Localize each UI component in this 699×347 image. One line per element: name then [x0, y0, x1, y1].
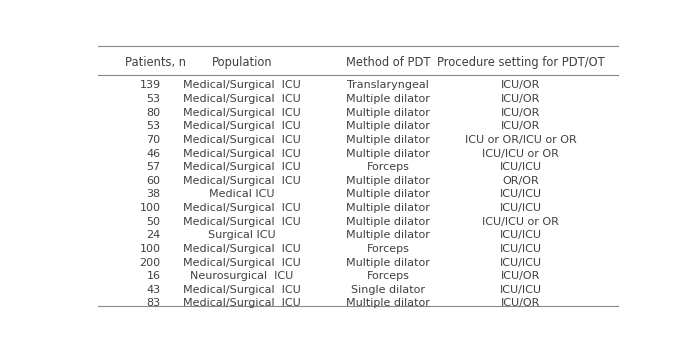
Text: ICU/OR: ICU/OR — [501, 94, 540, 104]
Text: Medical/Surgical  ICU: Medical/Surgical ICU — [183, 298, 301, 308]
Text: 46: 46 — [146, 149, 161, 159]
Text: 53: 53 — [147, 121, 161, 131]
Text: Medical ICU: Medical ICU — [209, 189, 275, 200]
Text: ICU/ICU or OR: ICU/ICU or OR — [482, 217, 559, 227]
Text: 139: 139 — [139, 81, 161, 90]
Text: 38: 38 — [146, 189, 161, 200]
Text: Multiple dilator: Multiple dilator — [346, 176, 430, 186]
Text: Medical/Surgical  ICU: Medical/Surgical ICU — [183, 121, 301, 131]
Text: ICU/ICU: ICU/ICU — [500, 162, 542, 172]
Text: Multiple dilator: Multiple dilator — [346, 108, 430, 118]
Text: ICU/OR: ICU/OR — [501, 81, 540, 90]
Text: Multiple dilator: Multiple dilator — [346, 203, 430, 213]
Text: Population: Population — [212, 56, 272, 69]
Text: ICU/ICU: ICU/ICU — [500, 285, 542, 295]
Text: ICU/OR: ICU/OR — [501, 121, 540, 131]
Text: Patients, n: Patients, n — [125, 56, 187, 69]
Text: Multiple dilator: Multiple dilator — [346, 217, 430, 227]
Text: Multiple dilator: Multiple dilator — [346, 135, 430, 145]
Text: Multiple dilator: Multiple dilator — [346, 257, 430, 268]
Text: ICU or OR/ICU or OR: ICU or OR/ICU or OR — [465, 135, 577, 145]
Text: ICU/ICU: ICU/ICU — [500, 244, 542, 254]
Text: Surgical ICU: Surgical ICU — [208, 230, 275, 240]
Text: 100: 100 — [140, 244, 161, 254]
Text: 70: 70 — [146, 135, 161, 145]
Text: ICU/ICU: ICU/ICU — [500, 203, 542, 213]
Text: 57: 57 — [146, 162, 161, 172]
Text: Forceps: Forceps — [366, 271, 410, 281]
Text: Forceps: Forceps — [366, 162, 410, 172]
Text: Medical/Surgical  ICU: Medical/Surgical ICU — [183, 149, 301, 159]
Text: Medical/Surgical  ICU: Medical/Surgical ICU — [183, 108, 301, 118]
Text: ICU/ICU: ICU/ICU — [500, 189, 542, 200]
Text: Multiple dilator: Multiple dilator — [346, 94, 430, 104]
Text: Medical/Surgical  ICU: Medical/Surgical ICU — [183, 217, 301, 227]
Text: Medical/Surgical  ICU: Medical/Surgical ICU — [183, 162, 301, 172]
Text: Medical/Surgical  ICU: Medical/Surgical ICU — [183, 257, 301, 268]
Text: 43: 43 — [146, 285, 161, 295]
Text: Medical/Surgical  ICU: Medical/Surgical ICU — [183, 94, 301, 104]
Text: 16: 16 — [147, 271, 161, 281]
Text: Single dilator: Single dilator — [351, 285, 425, 295]
Text: 100: 100 — [140, 203, 161, 213]
Text: 24: 24 — [146, 230, 161, 240]
Text: ICU/OR: ICU/OR — [501, 271, 540, 281]
Text: Medical/Surgical  ICU: Medical/Surgical ICU — [183, 176, 301, 186]
Text: 200: 200 — [139, 257, 161, 268]
Text: 83: 83 — [146, 298, 161, 308]
Text: Multiple dilator: Multiple dilator — [346, 121, 430, 131]
Text: Multiple dilator: Multiple dilator — [346, 230, 430, 240]
Text: ICU/ICU or OR: ICU/ICU or OR — [482, 149, 559, 159]
Text: ICU/ICU: ICU/ICU — [500, 230, 542, 240]
Text: Multiple dilator: Multiple dilator — [346, 149, 430, 159]
Text: 50: 50 — [147, 217, 161, 227]
Text: ICU/OR: ICU/OR — [501, 298, 540, 308]
Text: Medical/Surgical  ICU: Medical/Surgical ICU — [183, 81, 301, 90]
Text: 60: 60 — [147, 176, 161, 186]
Text: ICU/OR: ICU/OR — [501, 108, 540, 118]
Text: Medical/Surgical  ICU: Medical/Surgical ICU — [183, 135, 301, 145]
Text: 80: 80 — [146, 108, 161, 118]
Text: Translaryngeal: Translaryngeal — [347, 81, 429, 90]
Text: Multiple dilator: Multiple dilator — [346, 189, 430, 200]
Text: Medical/Surgical  ICU: Medical/Surgical ICU — [183, 203, 301, 213]
Text: 53: 53 — [147, 94, 161, 104]
Text: OR/OR: OR/OR — [503, 176, 539, 186]
Text: ICU/ICU: ICU/ICU — [500, 257, 542, 268]
Text: Multiple dilator: Multiple dilator — [346, 298, 430, 308]
Text: Medical/Surgical  ICU: Medical/Surgical ICU — [183, 244, 301, 254]
Text: Method of PDT: Method of PDT — [346, 56, 431, 69]
Text: Forceps: Forceps — [366, 244, 410, 254]
Text: Neurosurgical  ICU: Neurosurgical ICU — [190, 271, 294, 281]
Text: Medical/Surgical  ICU: Medical/Surgical ICU — [183, 285, 301, 295]
Text: Procedure setting for PDT/OT: Procedure setting for PDT/OT — [437, 56, 605, 69]
